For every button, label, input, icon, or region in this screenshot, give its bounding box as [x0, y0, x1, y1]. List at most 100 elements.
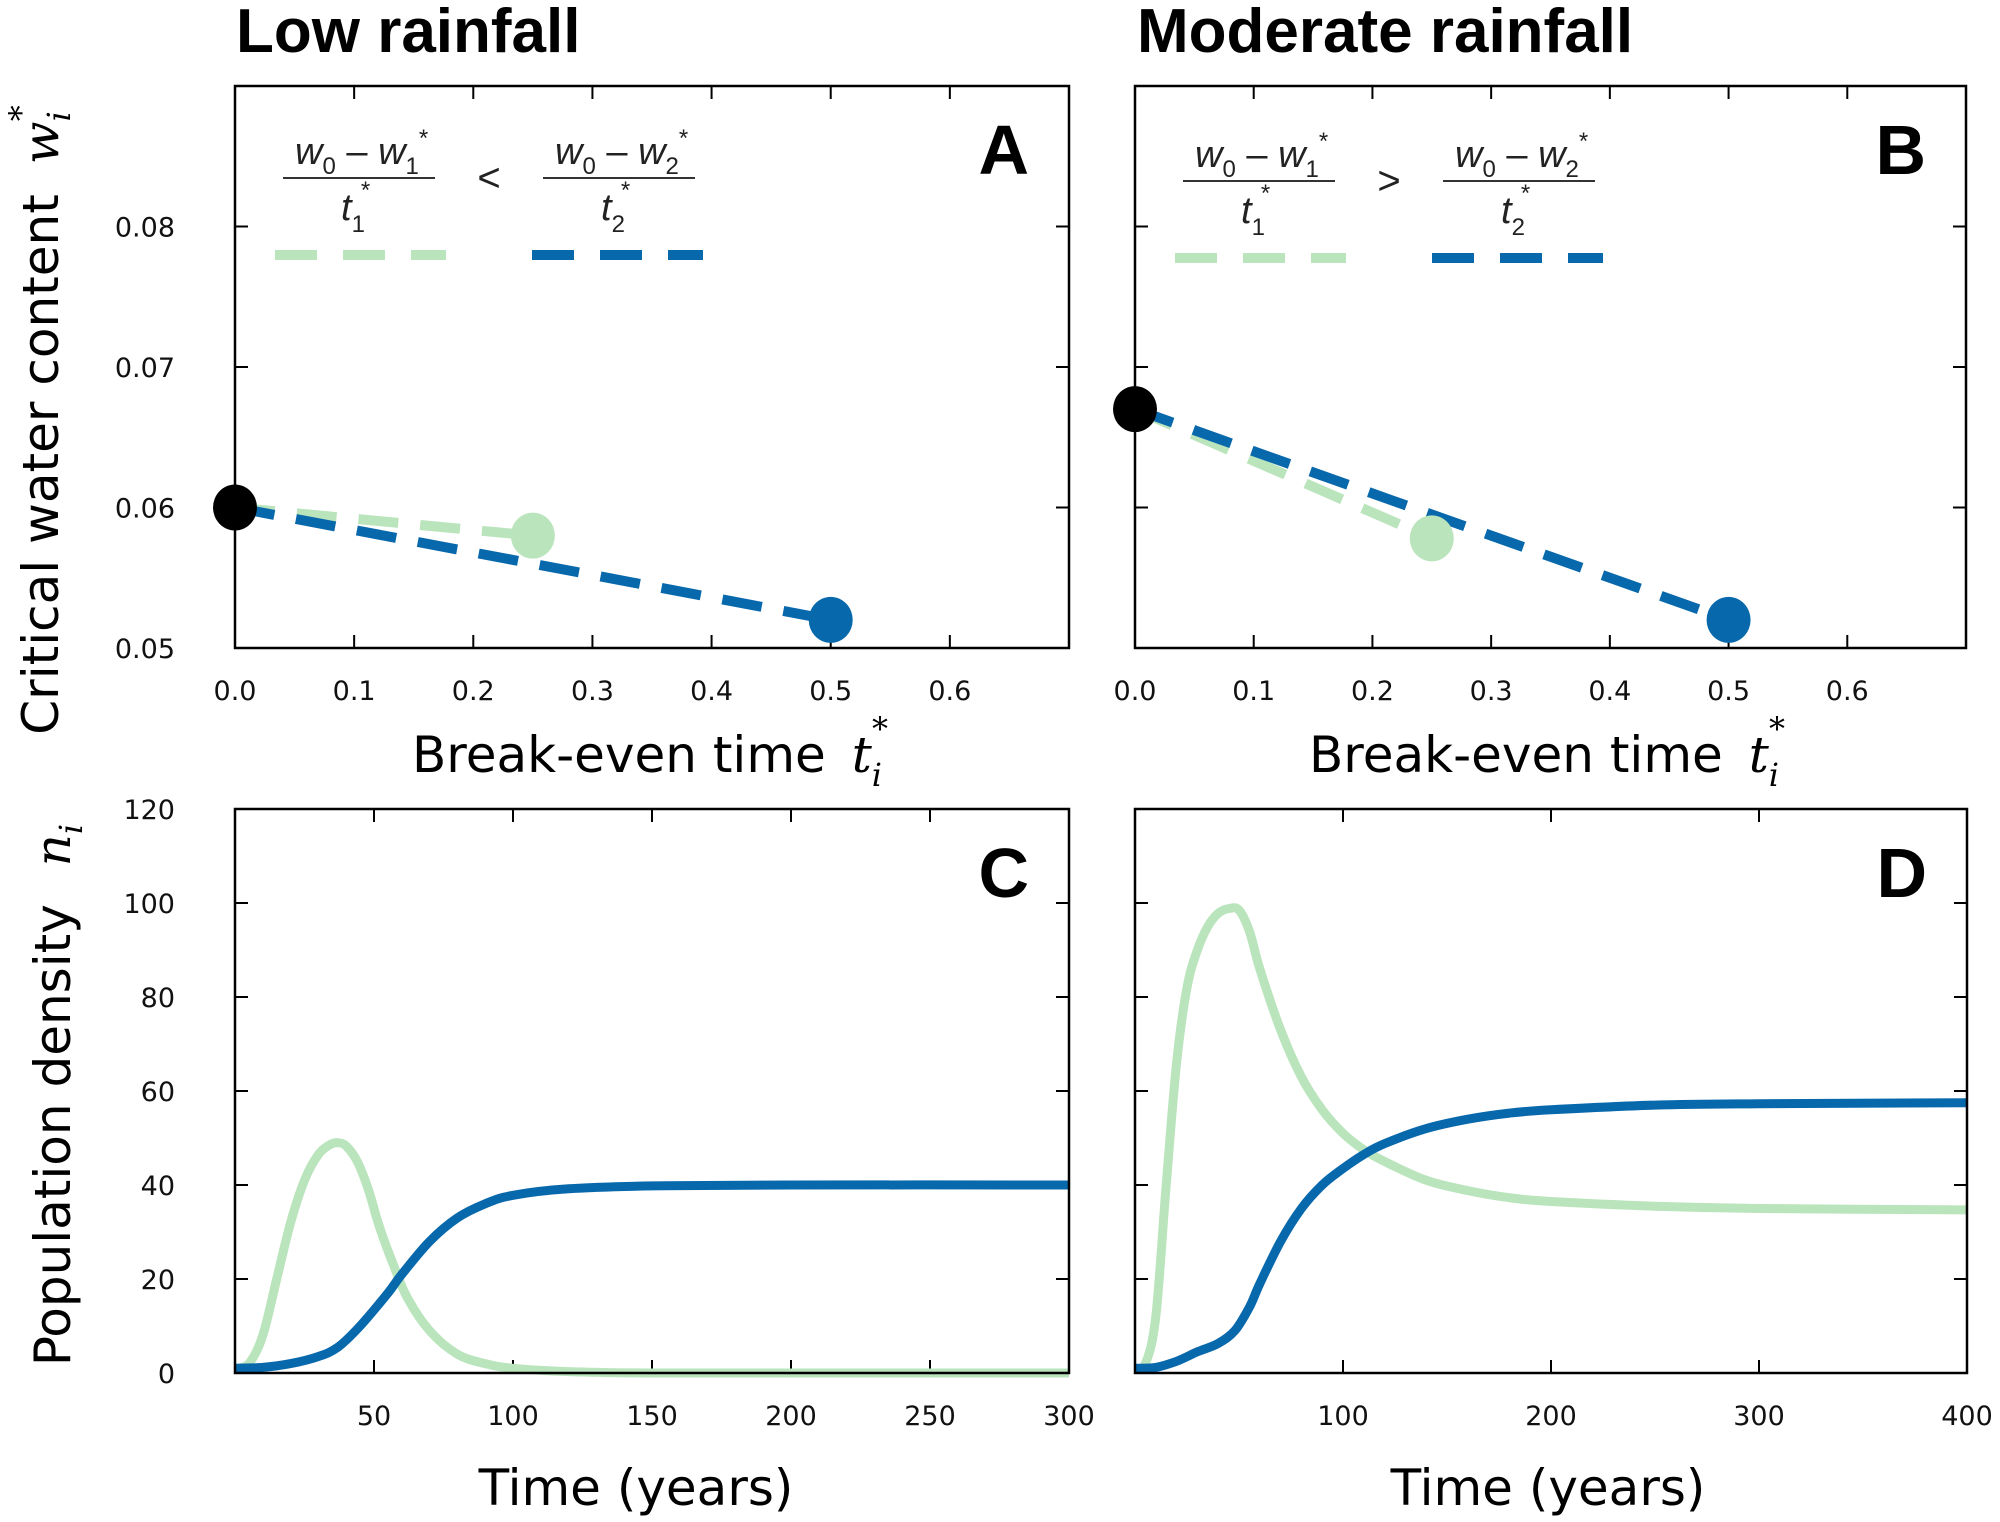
- data-point-species-2: [808, 596, 853, 643]
- y-tick-label: 100: [123, 889, 175, 920]
- x-tick-label: 200: [765, 1401, 817, 1432]
- legend-term: w: [295, 131, 325, 173]
- y-tick-label: 0.06: [115, 494, 175, 525]
- legend-term: –: [1236, 134, 1278, 176]
- ylabel-critical-water-content: Critical water content wi*: [2, 105, 78, 735]
- legend-denominator: t1 *: [341, 177, 370, 238]
- x-tick-label: 0.3: [571, 676, 614, 707]
- legend-term: w: [1278, 134, 1308, 176]
- x-tick-label: 100: [487, 1401, 539, 1432]
- series-line-1: [1133, 404, 1434, 543]
- data-point-species-2: [1706, 596, 1751, 643]
- x-tick-label: 50: [357, 1401, 391, 1432]
- xlabel-subscript: i: [1769, 756, 1779, 794]
- series-line-species-1: [1135, 903, 1967, 1374]
- xlabel-superscript: *: [1769, 710, 1785, 748]
- legend-numerator: w0 – w2*: [1455, 128, 1588, 183]
- y-tick-label: 80: [141, 983, 175, 1014]
- legend-term: –: [596, 131, 638, 173]
- y-tick-label: 0.07: [115, 353, 175, 384]
- ylabel-superscript: *: [2, 105, 40, 121]
- x-tick-label: 0.6: [1826, 676, 1869, 707]
- xlabel-subscript: i: [872, 756, 882, 794]
- legend-term: w: [1195, 134, 1225, 176]
- legend-term: w: [378, 131, 408, 173]
- x-tick-label: 400: [1941, 1401, 1993, 1432]
- xlabel-time-d: Time (years): [1390, 1459, 1706, 1517]
- legend-term: –: [336, 131, 378, 173]
- xlabel-text: Break-even time: [412, 726, 826, 784]
- legend-term: w: [1538, 134, 1568, 176]
- panel-letter: D: [1876, 834, 1927, 912]
- panel-a: 0.0 0.1 0.2 0.3 0.4 0.5 0.6 0.05 0.06 0.07 0.08 w0 …: [115, 84, 1071, 707]
- legend-term: t: [601, 187, 613, 229]
- legend-term: t: [341, 187, 353, 229]
- ylabel-population-density: Population density ni: [24, 824, 90, 1366]
- legend-term: 2: [1512, 214, 1525, 241]
- xlabel-symbol: t: [1749, 726, 1770, 784]
- x-tick-label: 0.5: [1707, 676, 1750, 707]
- legend-term: 1: [1306, 156, 1319, 183]
- x-tick-label: 300: [1733, 1401, 1785, 1432]
- legend-term: w: [638, 131, 668, 173]
- legend-term: –: [1496, 134, 1538, 176]
- y-tick-label: 0: [158, 1359, 175, 1390]
- xlabel-break-even-time-a: Break-even time ti *: [412, 710, 888, 794]
- legend-term: *: [361, 177, 370, 204]
- title-low-rainfall: Low rainfall: [236, 0, 580, 66]
- panel-letter: C: [978, 834, 1029, 912]
- ylabel-text: Population density: [24, 904, 82, 1366]
- legend-numerator: w0 – w1*: [295, 125, 428, 180]
- x-tick-label: 0.1: [333, 676, 376, 707]
- legend-denominator: t2 *: [601, 177, 630, 238]
- x-tick-label: 250: [904, 1401, 956, 1432]
- y-tick-label: 120: [123, 795, 175, 826]
- legend-term: 2: [1566, 156, 1579, 183]
- xlabel-text: Break-even time: [1309, 726, 1723, 784]
- legend-term: w: [555, 131, 585, 173]
- legend-term: 0: [1222, 156, 1235, 183]
- xlabel-time-c: Time (years): [478, 1459, 794, 1517]
- ylabel-subscript: i: [40, 111, 78, 121]
- data-point-species-1: [1409, 515, 1454, 562]
- title-moderate-rainfall: Moderate rainfall: [1137, 0, 1633, 66]
- y-tick-label: 0.08: [115, 213, 175, 244]
- legend-term: 0: [322, 153, 335, 180]
- x-tick-label: 200: [1525, 1401, 1577, 1432]
- legend-term: *: [1579, 128, 1588, 155]
- series-line-2: [1133, 404, 1731, 625]
- legend-numerator: w0 – w2*: [555, 125, 688, 180]
- panel-b: 0.0 0.1 0.2 0.3 0.4 0.5 0.6w0 – w1*t1*w0 – w2*…: [1113, 84, 1968, 707]
- legend-term: 2: [666, 153, 679, 180]
- ylabel-symbol: n: [24, 834, 82, 866]
- plot-frame: [1133, 84, 1968, 650]
- xlabel-symbol: t: [852, 726, 873, 784]
- panel-d: 100 200 300 400 D: [1133, 807, 1993, 1432]
- y-tick-label: 60: [141, 1077, 175, 1108]
- legend-term: 1: [406, 153, 419, 180]
- series-line-species-2: [1135, 1098, 1967, 1373]
- plot-frame: [1133, 807, 1969, 1375]
- x-tick-label: 0.4: [690, 676, 733, 707]
- series-line-2: [234, 502, 832, 625]
- x-tick-label: 150: [626, 1401, 678, 1432]
- x-tick-label: 0.2: [452, 676, 495, 707]
- legend-term: *: [621, 177, 630, 204]
- legend-term: 1: [1252, 214, 1265, 241]
- x-tick-label: 0.0: [1114, 676, 1157, 707]
- series-line-1: [234, 502, 534, 541]
- x-tick-label: 0.6: [928, 676, 971, 707]
- legend-term: w: [1455, 134, 1485, 176]
- legend-term: 0: [582, 153, 595, 180]
- ylabel-symbol: w: [12, 121, 70, 164]
- xlabel-break-even-time-b: Break-even time ti *: [1309, 710, 1785, 794]
- plot-frame: [233, 84, 1071, 650]
- panel-letter: A: [978, 111, 1029, 189]
- legend-term: 0: [1482, 156, 1495, 183]
- y-tick-label: 20: [141, 1265, 175, 1296]
- legend-relation: <: [477, 156, 500, 200]
- x-tick-label: 0.3: [1470, 676, 1513, 707]
- legend-term: t: [1241, 190, 1253, 232]
- legend-term: 2: [612, 211, 625, 238]
